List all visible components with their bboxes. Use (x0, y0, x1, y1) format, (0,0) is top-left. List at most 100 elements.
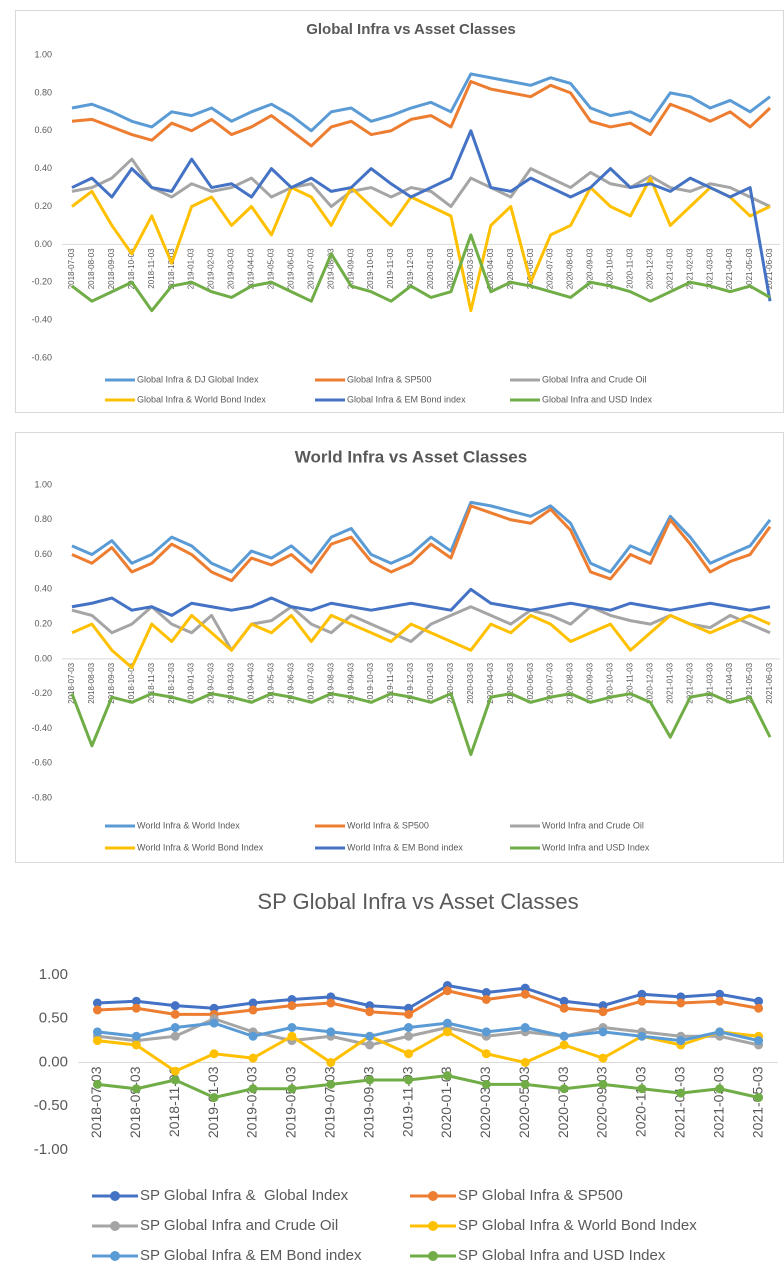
y-tick-label: 0.00 (34, 239, 52, 249)
series-marker (676, 1088, 686, 1098)
x-tick-label: 2021-05-03 (745, 248, 754, 289)
legend-label: SP Global Infra & SP500 (458, 1187, 623, 1204)
x-tick-label: 2018-08-03 (87, 248, 96, 289)
x-tick-label: 2018-08-03 (87, 662, 96, 703)
x-tick-label: 2020-03-03 (466, 662, 475, 703)
x-tick-label: 2019-07-03 (306, 662, 315, 703)
x-tick-label: 2020-01-03 (426, 248, 435, 289)
series-line (71, 613, 771, 670)
y-tick-label: 1.00 (34, 479, 52, 489)
series-line (70, 692, 772, 757)
series-marker (754, 1036, 764, 1046)
x-tick-label: 2018-11-03 (147, 248, 156, 289)
x-tick-label: 2019-07-03 (306, 248, 315, 289)
legend-label: SP Global Infra & Global Index (140, 1187, 349, 1204)
series-marker (676, 1036, 686, 1046)
legend-label: SP Global Infra & World Bond Index (458, 1217, 697, 1234)
legend-label: Global Infra & DJ Global Index (137, 374, 259, 384)
x-tick-label: 2019-10-03 (366, 248, 375, 289)
x-tick-label: 2020-11-03 (626, 248, 635, 289)
series-line (97, 1017, 759, 1047)
x-tick-label: 2020-11-03 (626, 662, 635, 703)
y-tick-label: 1.00 (39, 966, 68, 983)
x-tick-label: 2021-06-03 (765, 662, 774, 703)
x-tick-label: 2019-09-03 (360, 1066, 376, 1138)
x-tick-label: 2021-05-03 (745, 662, 754, 703)
series-line (97, 1021, 759, 1043)
x-tick-label: 2018-12-03 (167, 662, 176, 703)
x-tick-label: 2019-01-03 (187, 662, 196, 703)
series-line (71, 72, 771, 133)
x-tick-label: 2021-03-03 (710, 1066, 726, 1138)
x-tick-label: 2019-03-03 (227, 662, 236, 703)
x-tick-label: 2019-03-03 (227, 248, 236, 289)
series-line (71, 587, 771, 617)
x-tick-label: 2020-07-03 (546, 248, 555, 289)
y-tick-label: 0.60 (34, 549, 52, 559)
chart-border (15, 432, 784, 863)
series-marker (365, 1075, 375, 1085)
series-marker (92, 1005, 102, 1015)
series-marker (287, 1023, 297, 1032)
y-tick-label: -0.20 (31, 688, 52, 698)
series-marker (754, 1093, 764, 1102)
x-tick-label: 2019-06-03 (286, 662, 295, 703)
x-tick-label: 2019-05-03 (267, 662, 276, 703)
y-tick-label: -0.40 (31, 315, 52, 325)
series-marker (481, 995, 491, 1004)
legend-marker (428, 1191, 438, 1201)
series-marker (404, 1049, 414, 1059)
y-tick-label: -0.40 (31, 723, 52, 733)
series-marker (170, 1023, 180, 1032)
series-marker (365, 1040, 375, 1050)
series-marker (598, 1007, 608, 1017)
x-tick-label: 2019-09-03 (346, 248, 355, 289)
x-tick-label: 2019-11-03 (386, 662, 395, 703)
legend-marker (428, 1221, 438, 1231)
series-marker (170, 1009, 180, 1019)
series-line (71, 129, 772, 302)
series-marker (326, 998, 336, 1008)
series-marker (92, 1036, 102, 1046)
legend-label: World Infra & World Index (137, 820, 240, 830)
legend-label: Global Infra and Crude Oil (542, 374, 647, 384)
series-marker (754, 996, 764, 1006)
x-tick-label: 2019-08-03 (326, 662, 335, 703)
y-tick-label: 1.00 (34, 49, 52, 59)
x-tick-label: 2021-03-03 (705, 662, 714, 703)
x-tick-label: 2018-09-03 (107, 662, 116, 703)
series-marker (520, 1058, 530, 1067)
series-marker (481, 1027, 491, 1037)
series-marker (442, 986, 452, 996)
x-tick-label: 2020-03-03 (477, 1066, 493, 1138)
series-marker (170, 1066, 180, 1076)
x-tick-label: 2020-04-03 (486, 248, 495, 289)
x-tick-label: 2021-01-03 (665, 662, 674, 703)
series-marker (404, 1023, 414, 1032)
series-marker (326, 1079, 336, 1089)
y-tick-label: 0.20 (34, 201, 52, 211)
x-tick-label: 2018-07-03 (67, 662, 76, 703)
x-tick-label: 2018-11-03 (166, 1066, 182, 1137)
y-tick-label: -0.80 (31, 792, 52, 802)
x-tick-label: 2020-09-03 (594, 1066, 610, 1138)
legend-label: Global Infra and USD Index (542, 394, 653, 404)
series-marker (404, 1031, 414, 1041)
x-tick-label: 2020-10-03 (606, 662, 615, 703)
x-tick-label: 2020-08-03 (566, 248, 575, 289)
x-tick-label: 2021-01-03 (671, 1066, 687, 1138)
series-marker (442, 1018, 452, 1028)
y-tick-label: 0.50 (39, 1010, 68, 1027)
series-marker (559, 1031, 569, 1041)
series-marker (598, 1027, 608, 1037)
x-tick-label: 2018-10-03 (127, 662, 136, 703)
x-tick-label: 2018-07-03 (67, 248, 76, 289)
x-tick-label: 2020-05-03 (506, 662, 515, 703)
x-tick-label: 2021-03-03 (705, 248, 714, 289)
x-tick-label: 2021-05-03 (749, 1066, 765, 1138)
series-marker (248, 1084, 258, 1094)
series-line (97, 984, 759, 1010)
x-tick-label: 2019-04-03 (247, 248, 256, 289)
series-marker (559, 1084, 569, 1094)
